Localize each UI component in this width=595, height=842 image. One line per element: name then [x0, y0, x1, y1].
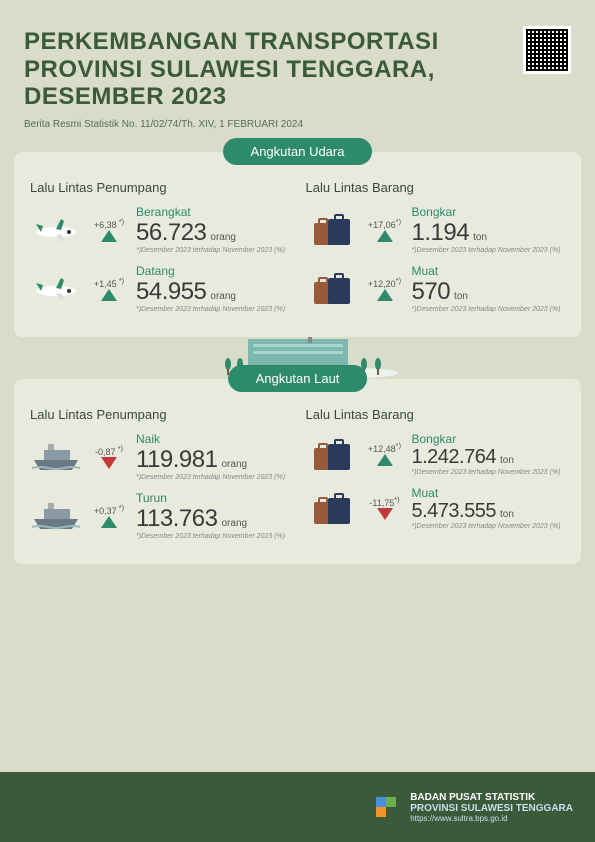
stat-row: +17,06*) Bongkar 1.194 ton *)Desember 20…	[306, 205, 566, 254]
stat-row: -11,75*) Muat 5.473.555 ton *)Desember 2…	[306, 486, 566, 530]
luggage-icon	[306, 268, 358, 308]
stat-row: +0,37 *) Turun 113.763 orang *)Desember …	[30, 491, 290, 540]
stat-unit: ton	[473, 232, 487, 243]
section-pill: Angkutan Udara	[223, 138, 373, 165]
change-value: +12,48*)	[368, 441, 401, 454]
stat-value: 570	[412, 278, 451, 306]
stat-note: *)Desember 2023 terhadap November 2023 (…	[412, 306, 566, 313]
arrow-down-icon	[377, 508, 393, 520]
bps-logo-icon	[372, 793, 400, 821]
page-subtitle: Berita Resmi Statistik No. 11/02/74/Th. …	[24, 119, 571, 130]
arrow-up-icon	[101, 516, 117, 528]
change-value: +0,37 *)	[94, 503, 124, 516]
stat-label: Naik	[136, 432, 290, 446]
stat-note: *)Desember 2023 terhadap November 2023 (…	[412, 469, 566, 476]
arrow-up-icon	[377, 289, 393, 301]
stat-value: 1.194	[412, 219, 470, 247]
luggage-icon	[306, 434, 358, 474]
stat-unit: ton	[500, 455, 514, 466]
stat-row: +12,20*) Muat 570 ton *)Desember 2023 te…	[306, 264, 566, 313]
stat-label: Bongkar	[412, 205, 566, 219]
arrow-up-icon	[101, 230, 117, 242]
footer-url: https://www.sultra.bps.go.id	[410, 814, 573, 823]
stat-label: Muat	[412, 486, 566, 500]
luggage-icon	[306, 488, 358, 528]
change-value: +1,45 *)	[94, 276, 124, 289]
stat-label: Turun	[136, 491, 290, 505]
luggage-icon	[306, 209, 358, 249]
stat-value: 113.763	[136, 505, 217, 533]
stat-value: 1.242.764	[412, 446, 496, 469]
stat-value: 5.473.555	[412, 500, 496, 523]
stat-label: Datang	[136, 264, 290, 278]
stat-unit: orang	[210, 232, 236, 243]
stat-note: *)Desember 2023 terhadap November 2023 (…	[412, 523, 566, 530]
section-pill: Angkutan Laut	[228, 365, 368, 392]
col-title-penumpang: Lalu Lintas Penumpang	[30, 180, 290, 195]
section-laut: Angkutan Laut Lalu Lintas Penumpang -0,8…	[14, 379, 581, 564]
stat-label: Berangkat	[136, 205, 290, 219]
footer-org: BADAN PUSAT STATISTIK	[410, 792, 573, 803]
stat-value: 119.981	[136, 446, 217, 474]
col-title-barang: Lalu Lintas Barang	[306, 407, 566, 422]
stat-unit: orang	[210, 291, 236, 302]
stat-note: *)Desember 2023 terhadap November 2023 (…	[136, 306, 290, 313]
stat-note: *)Desember 2023 terhadap November 2023 (…	[136, 474, 290, 481]
stat-value: 56.723	[136, 219, 206, 247]
arrow-up-icon	[101, 289, 117, 301]
col-title-penumpang: Lalu Lintas Penumpang	[30, 407, 290, 422]
change-value: +17,06*)	[368, 217, 401, 230]
change-value: +6,38 *)	[94, 217, 124, 230]
change-value: +12,20*)	[368, 276, 401, 289]
stat-label: Bongkar	[412, 432, 566, 446]
change-value: -11,75*)	[369, 495, 399, 508]
arrow-up-icon	[377, 454, 393, 466]
footer-region: PROVINSI SULAWESI TENGGARA	[410, 803, 573, 814]
footer: BADAN PUSAT STATISTIK PROVINSI SULAWESI …	[0, 772, 595, 842]
ship-icon	[30, 436, 82, 476]
stat-row: -0,87 *) Naik 119.981 orang *)Desember 2…	[30, 432, 290, 481]
page-title: PERKEMBANGAN TRANSPORTASI PROVINSI SULAW…	[24, 28, 504, 111]
arrow-up-icon	[377, 230, 393, 242]
stat-row: +12,48*) Bongkar 1.242.764 ton *)Desembe…	[306, 432, 566, 476]
change-value: -0,87 *)	[95, 444, 123, 457]
stat-unit: orang	[221, 518, 247, 529]
stat-note: *)Desember 2023 terhadap November 2023 (…	[136, 533, 290, 540]
stat-note: *)Desember 2023 terhadap November 2023 (…	[412, 247, 566, 254]
stat-row: +6,38 *) Berangkat 56.723 orang *)Desemb…	[30, 205, 290, 254]
stat-note: *)Desember 2023 terhadap November 2023 (…	[136, 247, 290, 254]
stat-unit: orang	[221, 459, 247, 470]
ship-icon	[30, 495, 82, 535]
stat-unit: ton	[454, 291, 468, 302]
qr-code	[523, 26, 571, 74]
arrow-down-icon	[101, 457, 117, 469]
stat-value: 54.955	[136, 278, 206, 306]
col-title-barang: Lalu Lintas Barang	[306, 180, 566, 195]
stat-row: +1,45 *) Datang 54.955 orang *)Desember …	[30, 264, 290, 313]
plane-icon	[30, 209, 82, 249]
stat-unit: ton	[500, 509, 514, 520]
plane-icon	[30, 268, 82, 308]
stat-label: Muat	[412, 264, 566, 278]
section-udara: Angkutan Udara Lalu Lintas Penumpang +6,…	[14, 152, 581, 337]
